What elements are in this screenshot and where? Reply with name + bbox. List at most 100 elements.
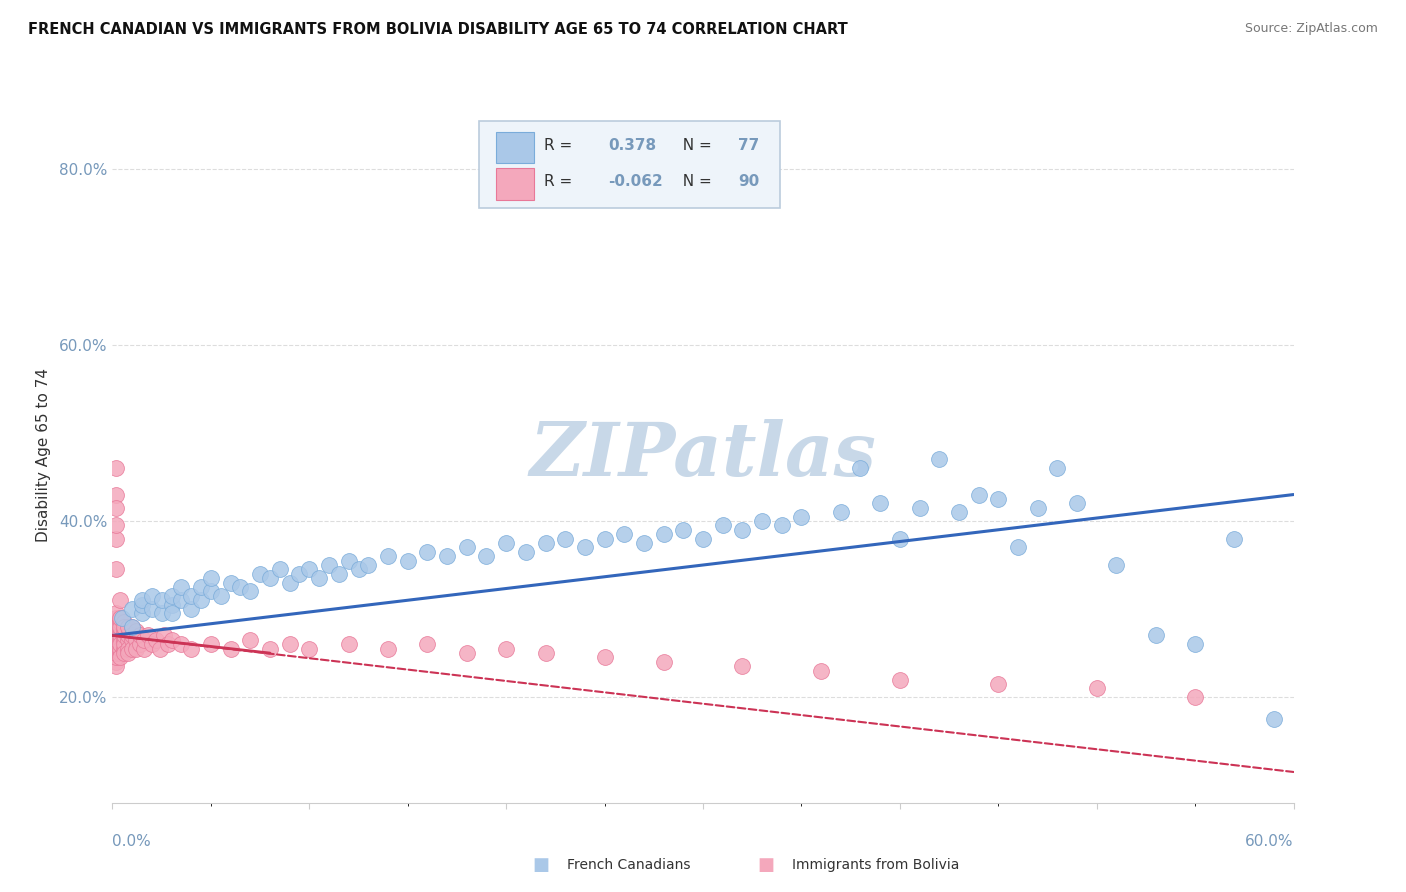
Point <box>105 624 128 638</box>
Point <box>180 589 202 603</box>
Point <box>593 532 616 546</box>
Point <box>132 641 155 656</box>
Text: R =: R = <box>544 174 576 189</box>
Point <box>731 659 754 673</box>
Point <box>141 589 163 603</box>
Point <box>1263 712 1285 726</box>
Point <box>112 620 135 634</box>
Text: ■: ■ <box>758 856 775 874</box>
Point <box>652 527 675 541</box>
Point <box>869 496 891 510</box>
Point <box>121 628 143 642</box>
Point <box>948 505 970 519</box>
Point <box>105 628 128 642</box>
Point <box>156 637 179 651</box>
Point <box>105 637 128 651</box>
Point <box>121 620 143 634</box>
Point <box>170 637 193 651</box>
Point <box>136 628 159 642</box>
Point <box>1223 532 1246 546</box>
Point <box>396 553 419 567</box>
Point <box>105 646 128 660</box>
Point <box>125 641 148 656</box>
Point <box>1046 461 1069 475</box>
Point <box>328 566 350 581</box>
Point <box>456 541 478 555</box>
Point <box>751 514 773 528</box>
Point <box>110 615 132 630</box>
Point <box>269 562 291 576</box>
Point <box>1066 496 1088 510</box>
Point <box>131 598 153 612</box>
Point <box>219 575 242 590</box>
Point <box>131 593 153 607</box>
Point <box>288 566 311 581</box>
Point <box>219 641 242 656</box>
Point <box>105 632 128 647</box>
Text: -0.062: -0.062 <box>609 174 664 189</box>
Point <box>1105 558 1128 572</box>
Text: 0.0%: 0.0% <box>112 834 152 849</box>
Point <box>112 641 135 656</box>
Point <box>110 624 132 638</box>
Point <box>150 593 173 607</box>
Point <box>534 536 557 550</box>
Point <box>711 518 734 533</box>
Point <box>117 641 139 656</box>
Point <box>105 518 128 533</box>
Point <box>554 532 576 546</box>
Text: 77: 77 <box>738 137 759 153</box>
Point <box>613 527 636 541</box>
Point <box>770 518 793 533</box>
Point <box>110 628 132 642</box>
Point <box>110 620 132 634</box>
Point <box>731 523 754 537</box>
Point <box>278 637 301 651</box>
Point <box>105 461 128 475</box>
Point <box>110 611 132 625</box>
Point <box>105 646 128 660</box>
Point <box>987 491 1010 506</box>
Point <box>112 637 135 651</box>
Point <box>110 646 132 660</box>
Point <box>105 650 128 665</box>
Text: N =: N = <box>673 137 717 153</box>
Point <box>347 562 370 576</box>
Point <box>111 611 134 625</box>
Point <box>239 584 262 599</box>
Point <box>534 646 557 660</box>
Point <box>105 641 128 656</box>
FancyBboxPatch shape <box>496 169 534 200</box>
Point <box>160 598 183 612</box>
Point <box>121 632 143 647</box>
Point <box>416 637 439 651</box>
Point <box>495 536 517 550</box>
Point <box>908 500 931 515</box>
Point <box>987 677 1010 691</box>
Point <box>672 523 695 537</box>
Text: ZIPatlas: ZIPatlas <box>530 418 876 491</box>
Point <box>160 589 183 603</box>
Point <box>105 641 128 656</box>
Text: 90: 90 <box>738 174 759 189</box>
Y-axis label: Disability Age 65 to 74: Disability Age 65 to 74 <box>35 368 51 542</box>
Text: 60.0%: 60.0% <box>1246 834 1294 849</box>
Point <box>117 620 139 634</box>
Point <box>377 641 399 656</box>
Point <box>259 571 281 585</box>
Text: Source: ZipAtlas.com: Source: ZipAtlas.com <box>1244 22 1378 36</box>
Point <box>117 646 139 660</box>
Point <box>110 593 132 607</box>
Point <box>105 650 128 665</box>
Text: FRENCH CANADIAN VS IMMIGRANTS FROM BOLIVIA DISABILITY AGE 65 TO 74 CORRELATION C: FRENCH CANADIAN VS IMMIGRANTS FROM BOLIV… <box>28 22 848 37</box>
Point <box>200 584 222 599</box>
Point <box>337 553 360 567</box>
Point <box>112 624 135 638</box>
Text: R =: R = <box>544 137 576 153</box>
Point <box>145 632 167 647</box>
Point <box>298 562 321 576</box>
Point <box>105 532 128 546</box>
Point <box>1085 681 1108 696</box>
Text: 0.378: 0.378 <box>609 137 657 153</box>
Point <box>889 532 911 546</box>
